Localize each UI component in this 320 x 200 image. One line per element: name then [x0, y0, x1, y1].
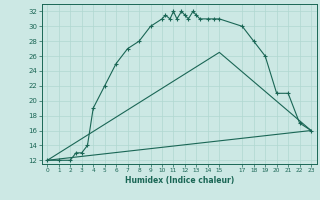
X-axis label: Humidex (Indice chaleur): Humidex (Indice chaleur) — [124, 176, 234, 185]
